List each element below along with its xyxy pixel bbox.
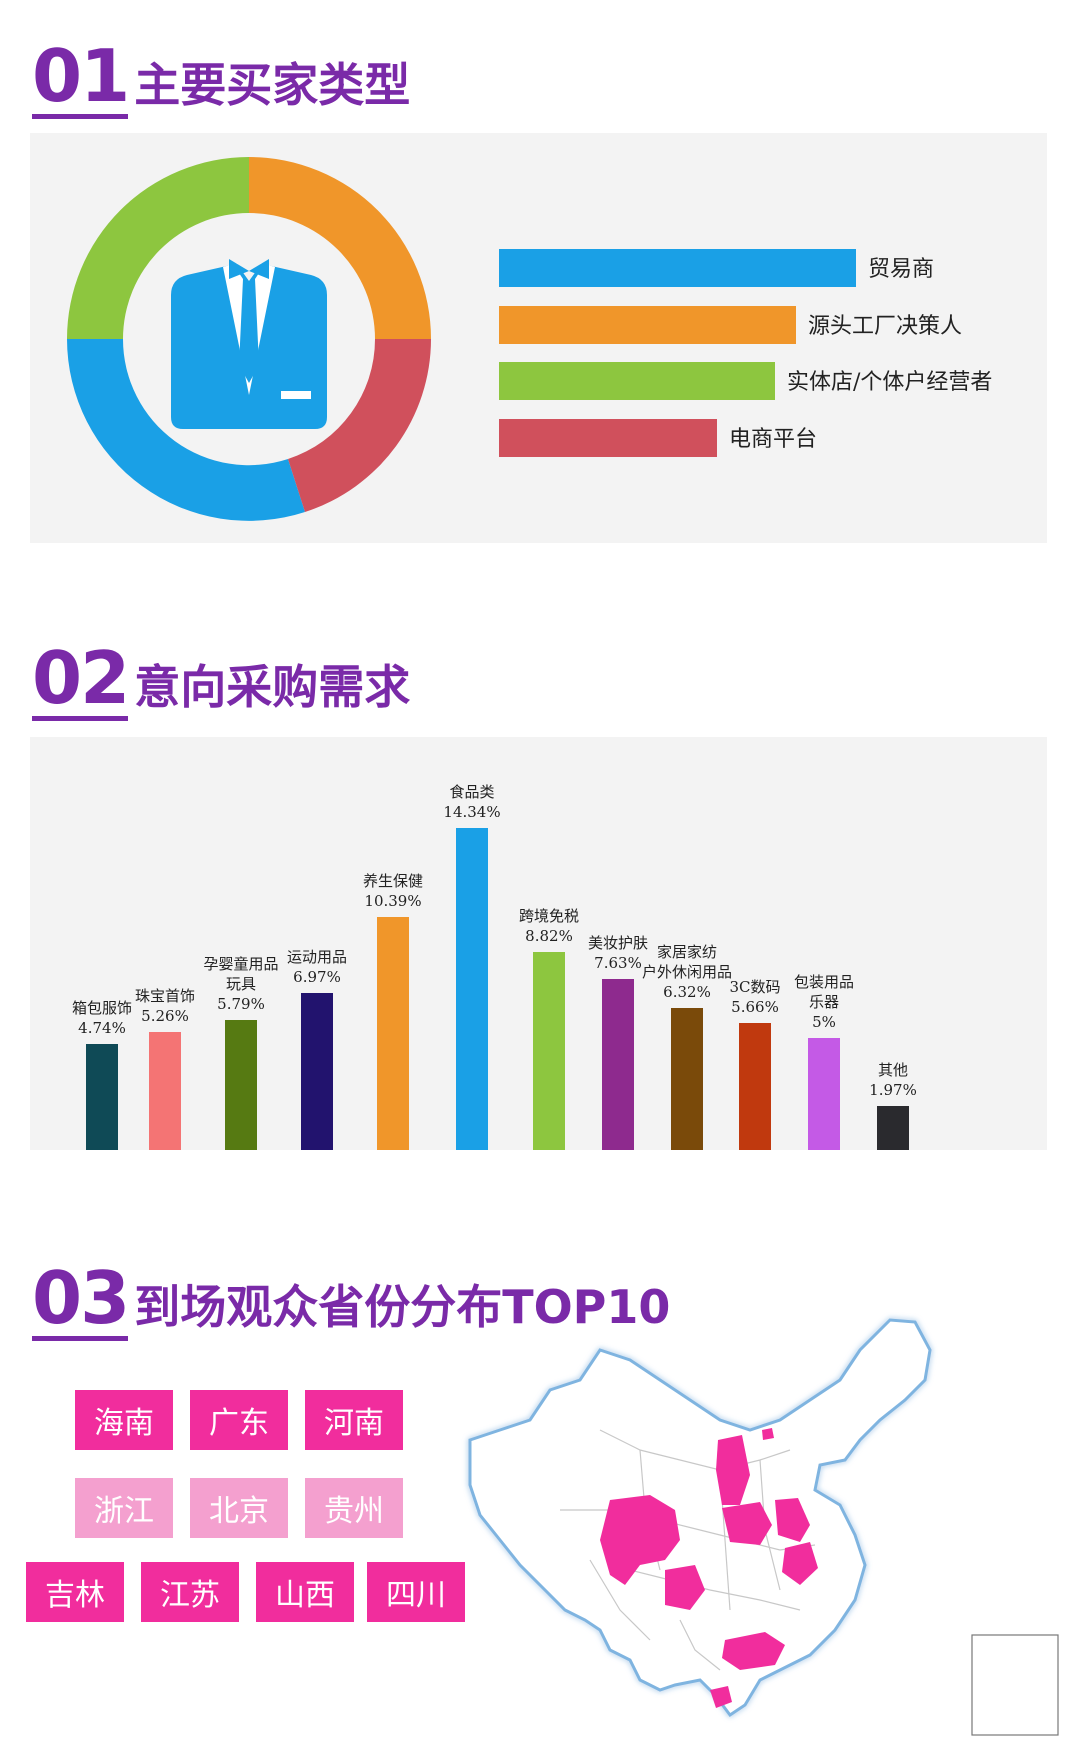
- buyer-bar-retail: [499, 362, 775, 400]
- province-tag: 四川: [367, 1562, 465, 1622]
- section-title-3: 03 到场观众省份分布TOP10: [32, 1262, 670, 1341]
- section-heading: 意向采购需求: [134, 660, 411, 714]
- bar-label-9: 3C数码 5.66%: [729, 977, 781, 1016]
- bar-0: [86, 1043, 118, 1150]
- section-number: 03: [32, 1256, 130, 1341]
- section-title-1: 01 主要买家类型: [32, 40, 410, 119]
- buyer-label-ecommerce: 电商平台: [729, 427, 818, 452]
- province-tag: 广东: [190, 1390, 288, 1450]
- province-shanxi: [716, 1435, 750, 1505]
- province-beijing: [762, 1428, 774, 1440]
- donut-chart: [67, 157, 431, 521]
- buyer-label-trader: 贸易商: [868, 257, 935, 282]
- purchase-demand-panel: 箱包服饰 4.74% 珠宝首饰 5.26% 孕婴童用品 玩具 5.79% 运动用品 6.97% 养…: [30, 737, 1047, 1150]
- province-tag: 山西: [256, 1562, 354, 1622]
- bar-2: [225, 1019, 257, 1150]
- province-tag: 浙江: [75, 1478, 173, 1538]
- bar-1: [149, 1031, 181, 1150]
- highlighted-provinces: [600, 1428, 818, 1708]
- bar-label-8: 家居家纺 户外休闲用品 6.32%: [641, 943, 733, 1002]
- bar-4: [377, 916, 409, 1150]
- bar-10: [808, 1037, 840, 1150]
- province-jiangsu: [775, 1498, 810, 1542]
- province-henan: [722, 1502, 772, 1545]
- china-map: [468, 1318, 1059, 1736]
- china-outline: [468, 1318, 932, 1718]
- donut-segment-trader: [67, 339, 305, 521]
- bar-chart: 箱包服饰 4.74% 珠宝首饰 5.26% 孕婴童用品 玩具 5.79% 运动用品 6.97% 养…: [30, 737, 1047, 1150]
- bar-label-4: 养生保健 10.39%: [362, 871, 424, 910]
- south-china-sea-inset: [971, 1634, 1059, 1736]
- section-heading: 主要买家类型: [134, 58, 411, 112]
- buyer-type-panel: 贸易商 源头工厂决策人 实体店/个体户经营者 电商平台: [30, 133, 1047, 543]
- province-tag: 海南: [75, 1390, 173, 1450]
- section-heading: 到场观众省份分布TOP10: [134, 1280, 671, 1334]
- province-guangdong: [722, 1632, 785, 1670]
- donut-segment-retail: [67, 157, 249, 339]
- province-tag: 河南: [305, 1390, 403, 1450]
- buyer-bar-ecommerce: [499, 419, 717, 457]
- province-hainan: [710, 1686, 732, 1708]
- bar-8: [671, 1008, 703, 1150]
- bar-label-6: 跨境免税 8.82%: [518, 906, 580, 945]
- bar-label-10: 包装用品 乐器 5%: [793, 972, 855, 1031]
- bar-11: [877, 1105, 909, 1150]
- bar-label-3: 运动用品 6.97%: [286, 948, 348, 987]
- bar-5: [456, 828, 488, 1150]
- province-guizhou: [665, 1565, 705, 1610]
- bar-label-1: 珠宝首饰 5.26%: [134, 986, 196, 1025]
- bar-label-7: 美妆护肤 7.63%: [587, 933, 649, 972]
- province-tag: 贵州: [305, 1478, 403, 1538]
- donut-segment-ecommerce: [288, 339, 431, 512]
- section-number: 02: [32, 636, 130, 721]
- buyer-bar-factory: [499, 306, 796, 344]
- buyer-label-retail: 实体店/个体户经营者: [787, 370, 993, 395]
- donut-segment-factory: [249, 157, 431, 339]
- bar-label-11: 其他 1.97%: [869, 1060, 917, 1099]
- province-sichuan: [600, 1495, 680, 1585]
- province-zhejiang: [782, 1542, 818, 1585]
- bar-6: [533, 951, 565, 1150]
- buyer-label-factory: 源头工厂决策人: [808, 314, 963, 339]
- province-tag: 江苏: [141, 1562, 239, 1622]
- section-title-2: 02 意向采购需求: [32, 642, 410, 721]
- bar-3: [301, 993, 333, 1150]
- section-number: 01: [32, 34, 130, 119]
- bar-9: [739, 1022, 771, 1150]
- bar-label-2: 孕婴童用品 玩具 5.79%: [203, 954, 279, 1013]
- bar-label-0: 箱包服饰 4.74%: [71, 998, 133, 1037]
- province-tag: 北京: [190, 1478, 288, 1538]
- bar-7: [602, 978, 634, 1150]
- buyer-bar-trader: [499, 249, 856, 287]
- bar-label-5: 食品类 14.34%: [443, 783, 501, 821]
- province-tag: 吉林: [26, 1562, 124, 1622]
